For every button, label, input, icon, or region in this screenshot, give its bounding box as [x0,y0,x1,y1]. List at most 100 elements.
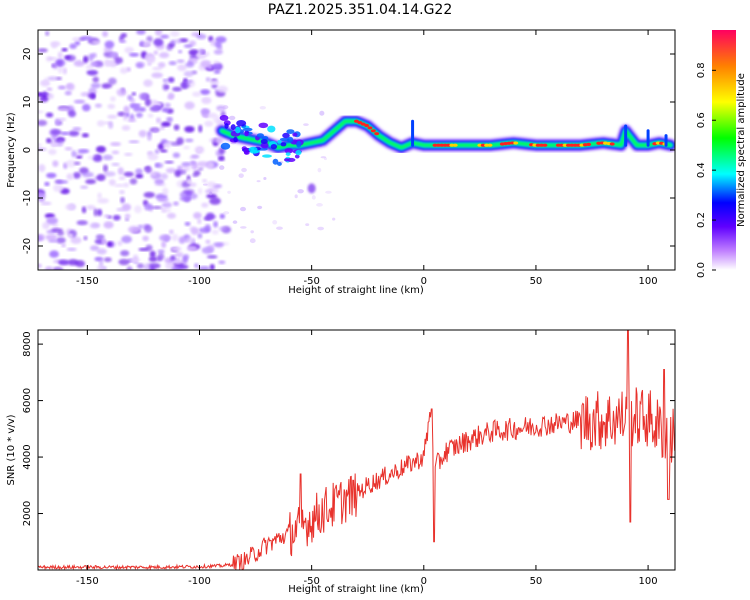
signal-peak [370,129,376,133]
noise-blob [56,237,66,244]
noise-blob [148,256,158,263]
noise-blob [257,205,263,210]
noise-blob [60,131,70,136]
noise-blob [80,185,89,189]
noise-blob [51,228,64,233]
noise-blob [149,267,156,270]
noise-blob [90,82,101,89]
spectrogram-x-label: Height of straight line (km) [288,285,424,296]
x-tick-label: -100 [188,276,211,287]
noise-blob [104,40,115,49]
noise-blob [162,78,168,83]
noise-blob [190,160,197,165]
noise-blob [64,55,72,60]
noise-blob [83,235,88,241]
noise-blob [101,83,113,89]
noise-blob [212,64,221,69]
noise-blob [149,250,156,258]
signal-blob [230,124,236,131]
snr-series-line [38,330,675,570]
noise-blob [46,93,54,100]
noise-blob [206,181,217,188]
noise-blob [209,197,221,205]
noise-blob [228,115,236,121]
signal-blob [220,142,231,150]
noise-blob [43,77,49,84]
noise-blob [52,160,59,167]
noise-blob [223,211,230,215]
noise-blob [198,266,211,270]
noise-blob [170,255,176,261]
noise-blob [57,117,67,122]
y-tick-label: 2000 [22,501,33,526]
snr-y-label: SNR (10 * v/v) [6,414,17,485]
noise-blob [64,147,73,151]
noise-blob [161,107,170,113]
noise-blob [46,216,58,225]
noise-blob [145,165,152,174]
noise-blob [176,59,185,63]
noise-blob [227,190,231,194]
noise-blob [206,244,215,252]
noise-blob [72,127,82,131]
noise-blob [216,85,228,93]
noise-blob [214,40,222,49]
noise-blob [139,40,144,46]
noise-blob [75,155,83,159]
noise-blob [294,194,298,199]
noise-blob [238,173,244,178]
noise-blob [117,167,124,175]
noise-blob [91,40,101,45]
noise-blob [138,130,147,138]
noise-blob [190,154,200,159]
noise-blob [47,148,57,155]
colorbar: 0.0 0.2 0.4 0.6 0.8 Normalized spectral ampl… [696,30,747,278]
noise-blob [88,53,94,62]
noise-blob [218,226,227,231]
signal-blob [270,144,278,150]
signal-blob [262,154,272,158]
noise-blob [170,39,176,45]
noise-blob [133,254,139,261]
noise-blob [147,133,152,141]
noise-blob [159,34,170,39]
noise-blob [138,247,149,252]
noise-blob [121,125,131,131]
noise-blob [58,106,70,112]
noise-blob [317,167,322,173]
noise-blob [80,36,93,41]
noise-blob [259,106,266,110]
noise-blob [70,236,82,244]
signal-blob [248,146,258,153]
noise-blob [61,243,66,248]
noise-blob [110,142,122,147]
noise-blob [55,76,62,81]
y-tick-label: 8000 [22,331,33,356]
noise-blob [154,178,165,185]
noise-blob [198,48,206,54]
noise-blob [297,189,304,194]
noise-blob [219,165,225,170]
noise-blob [182,188,195,195]
noise-blob [325,190,332,194]
noise-blob [39,94,49,103]
noise-blob [186,179,192,184]
noise-blob [136,62,144,69]
noise-blob [317,226,325,231]
noise-blob [118,176,126,180]
signal-blob [279,137,290,142]
noise-blob [55,58,66,67]
y-tick-label: 0 [22,147,33,153]
noise-blob [173,124,180,131]
noise-blob [96,264,106,270]
noise-blob [177,64,187,72]
snr-panel: -150 -100 -50 0 50 100 2000 4000 6000 8000 Heigh… [6,329,676,595]
signal-blob [224,123,229,129]
noise-blob [50,41,61,47]
signal-peak [364,123,370,128]
noise-blob [201,96,212,105]
noise-blob [57,85,67,90]
noise-blob [161,202,173,208]
noise-blob [162,187,169,196]
signal-blob [294,154,300,159]
